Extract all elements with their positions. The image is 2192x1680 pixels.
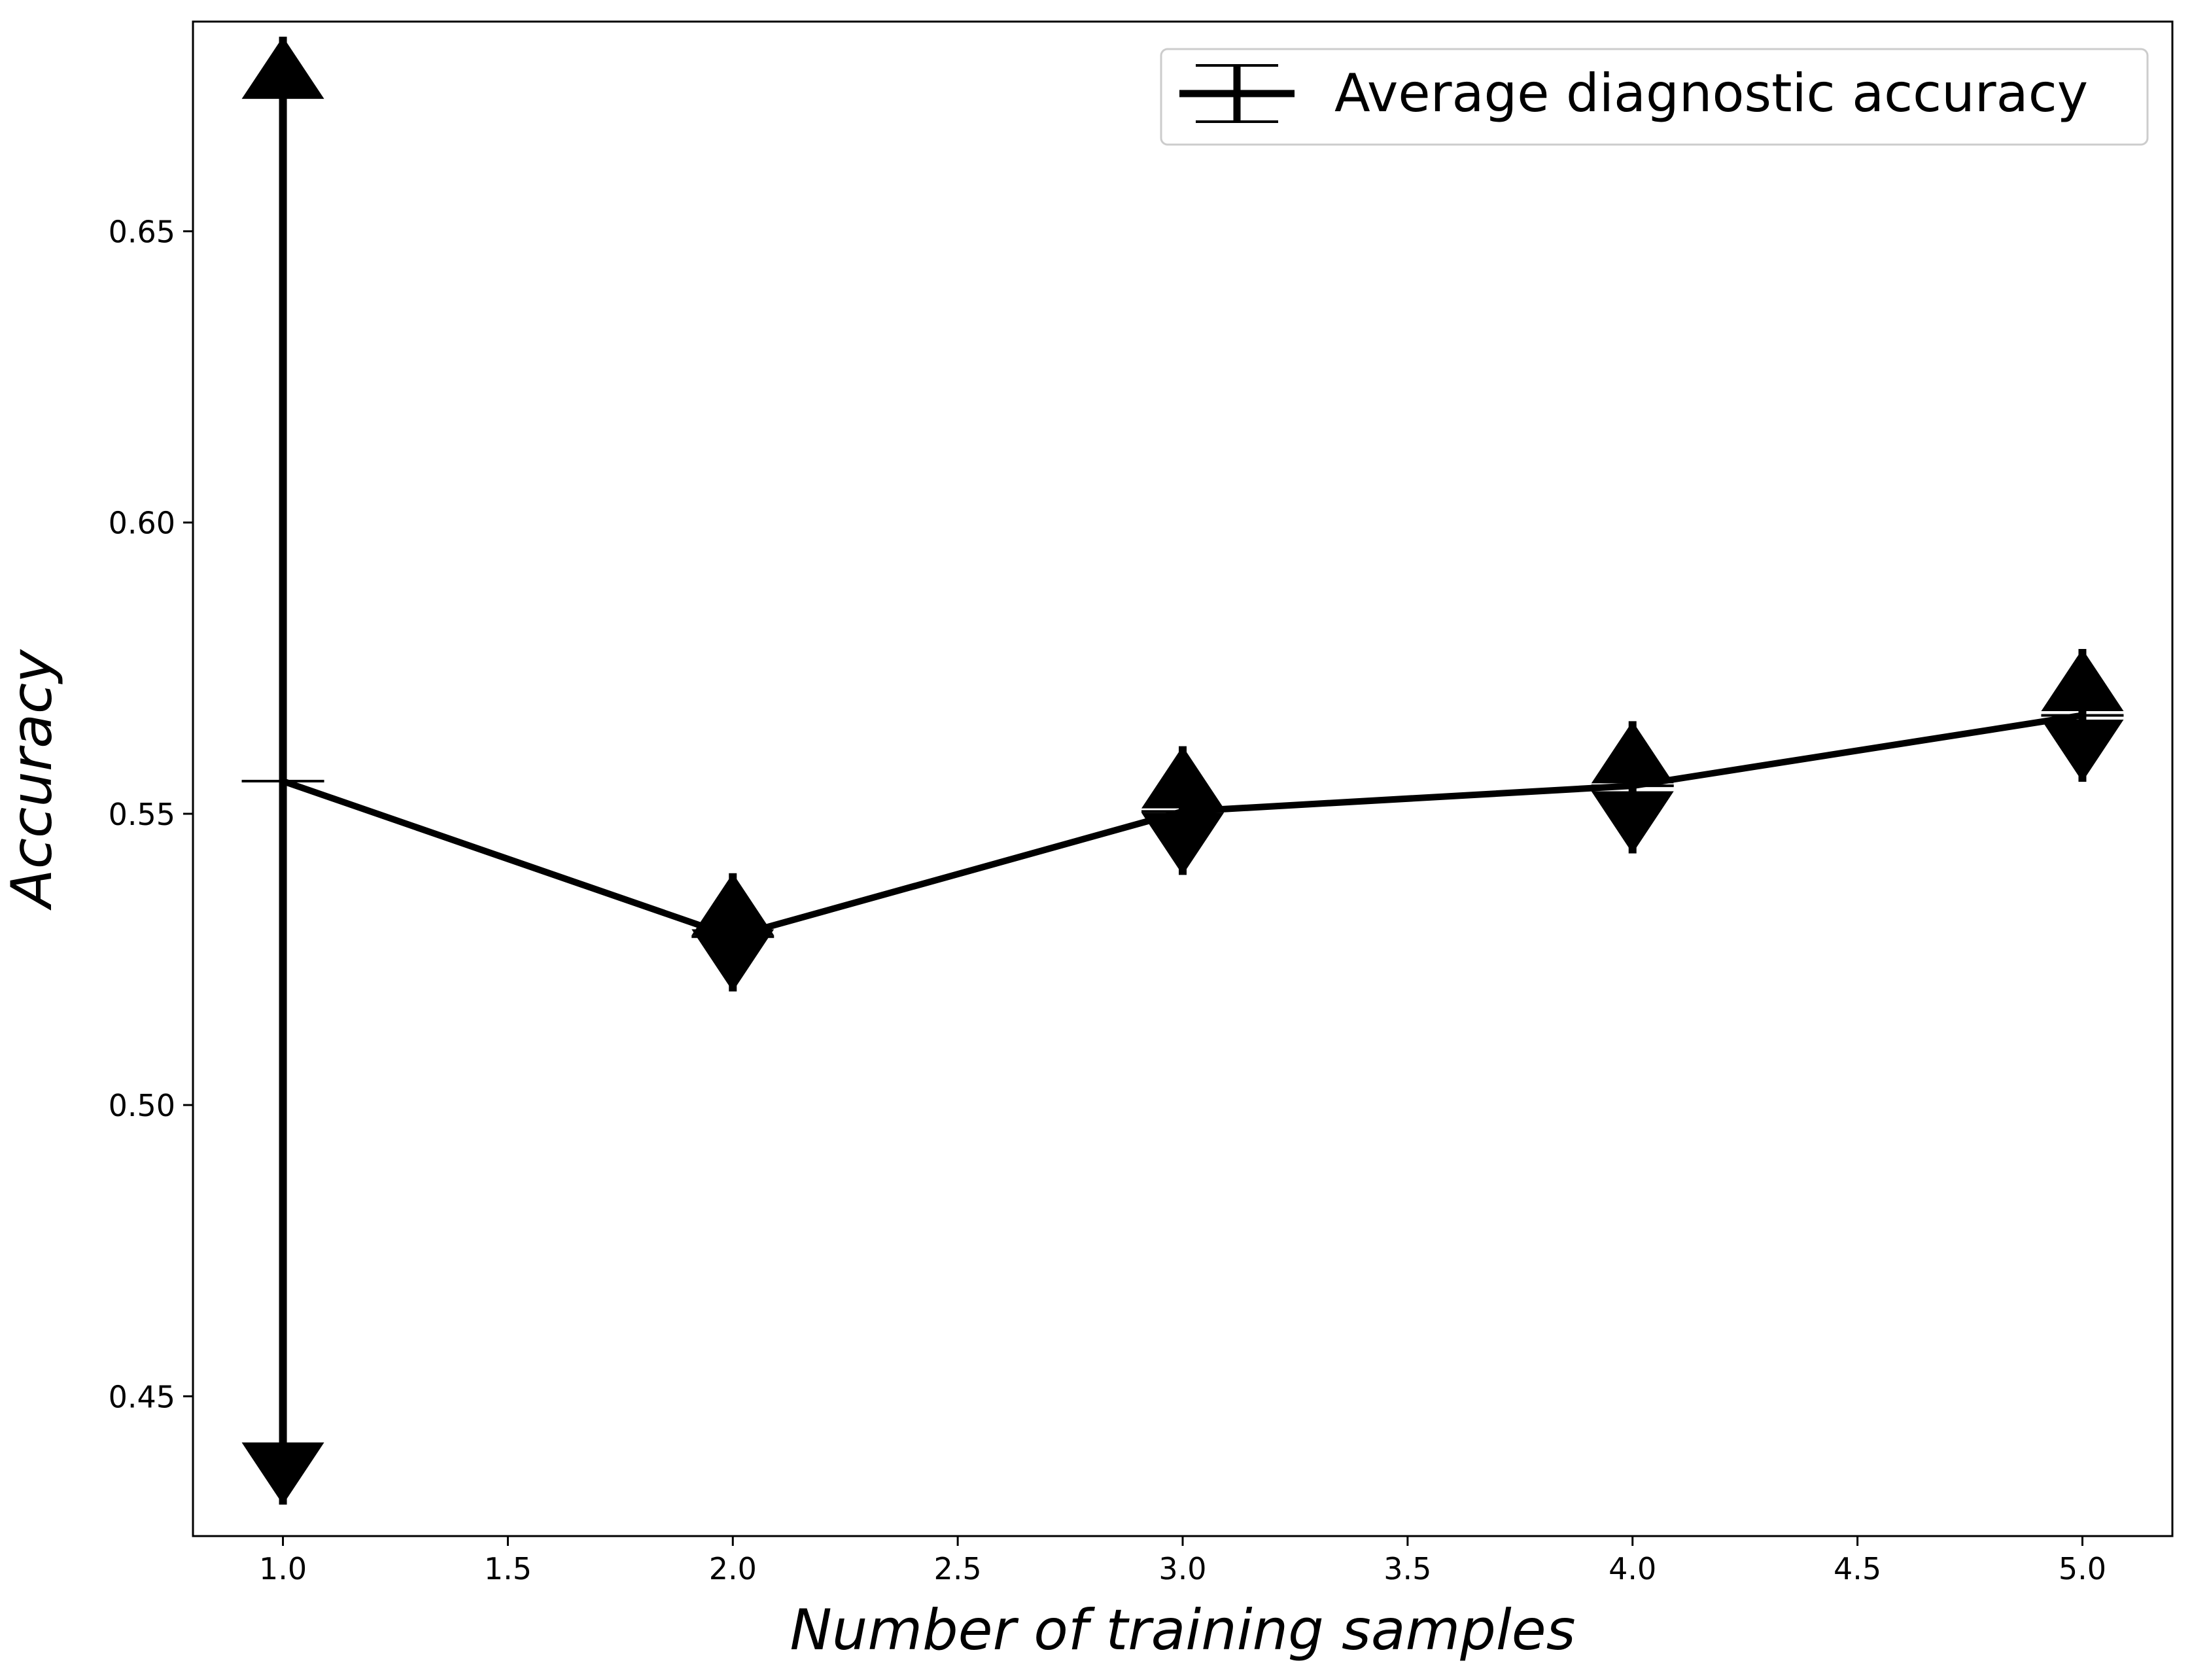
y-tick-label: 0.65 — [109, 215, 175, 250]
x-tick-label: 2.0 — [709, 1551, 757, 1586]
x-tick-label: 3.5 — [1383, 1551, 1431, 1586]
error-arrow-down — [691, 929, 774, 992]
error-arrow-up — [691, 873, 774, 936]
x-tick-label: 5.0 — [2059, 1551, 2106, 1586]
y-tick-label: 0.45 — [109, 1379, 175, 1414]
legend-label: Average diagnostic accuracy — [1334, 63, 2088, 124]
legend-box — [1160, 48, 2149, 146]
series-layer — [241, 37, 2124, 1505]
error-arrow-up — [1141, 746, 1224, 809]
error-arrow-up — [2041, 648, 2124, 711]
legend: Average diagnostic accuracy — [1160, 48, 2149, 146]
error-arrow-up — [241, 37, 324, 99]
x-tick-label: 1.5 — [484, 1551, 532, 1586]
x-tick-label: 4.5 — [1834, 1551, 1881, 1586]
y-axis-title: Accuracy — [0, 649, 65, 911]
x-tick-label: 4.0 — [1609, 1551, 1656, 1586]
y-axis-ticks: 0.45 0.50 0.55 0.60 0.65 — [109, 215, 193, 1414]
y-tick-label: 0.50 — [109, 1088, 175, 1123]
x-axis-ticks: 1.0 1.5 2.0 2.5 3.0 3.5 4.0 4.5 5.0 — [259, 1536, 2106, 1586]
y-tick-label: 0.60 — [109, 506, 175, 541]
y-tick-label: 0.55 — [109, 797, 175, 832]
x-tick-label: 3.0 — [1158, 1551, 1206, 1586]
error-arrow-down — [241, 1442, 324, 1505]
error-arrow-up — [1591, 721, 1674, 784]
x-tick-label: 1.0 — [259, 1551, 307, 1586]
x-axis-title: Number of training samples — [790, 1598, 1575, 1663]
error-arrow-down — [1141, 813, 1224, 875]
error-arrow-down — [1591, 791, 1674, 854]
error-arrow-down — [2041, 719, 2124, 782]
series-line — [281, 712, 2083, 940]
x-tick-label: 2.5 — [934, 1551, 982, 1586]
